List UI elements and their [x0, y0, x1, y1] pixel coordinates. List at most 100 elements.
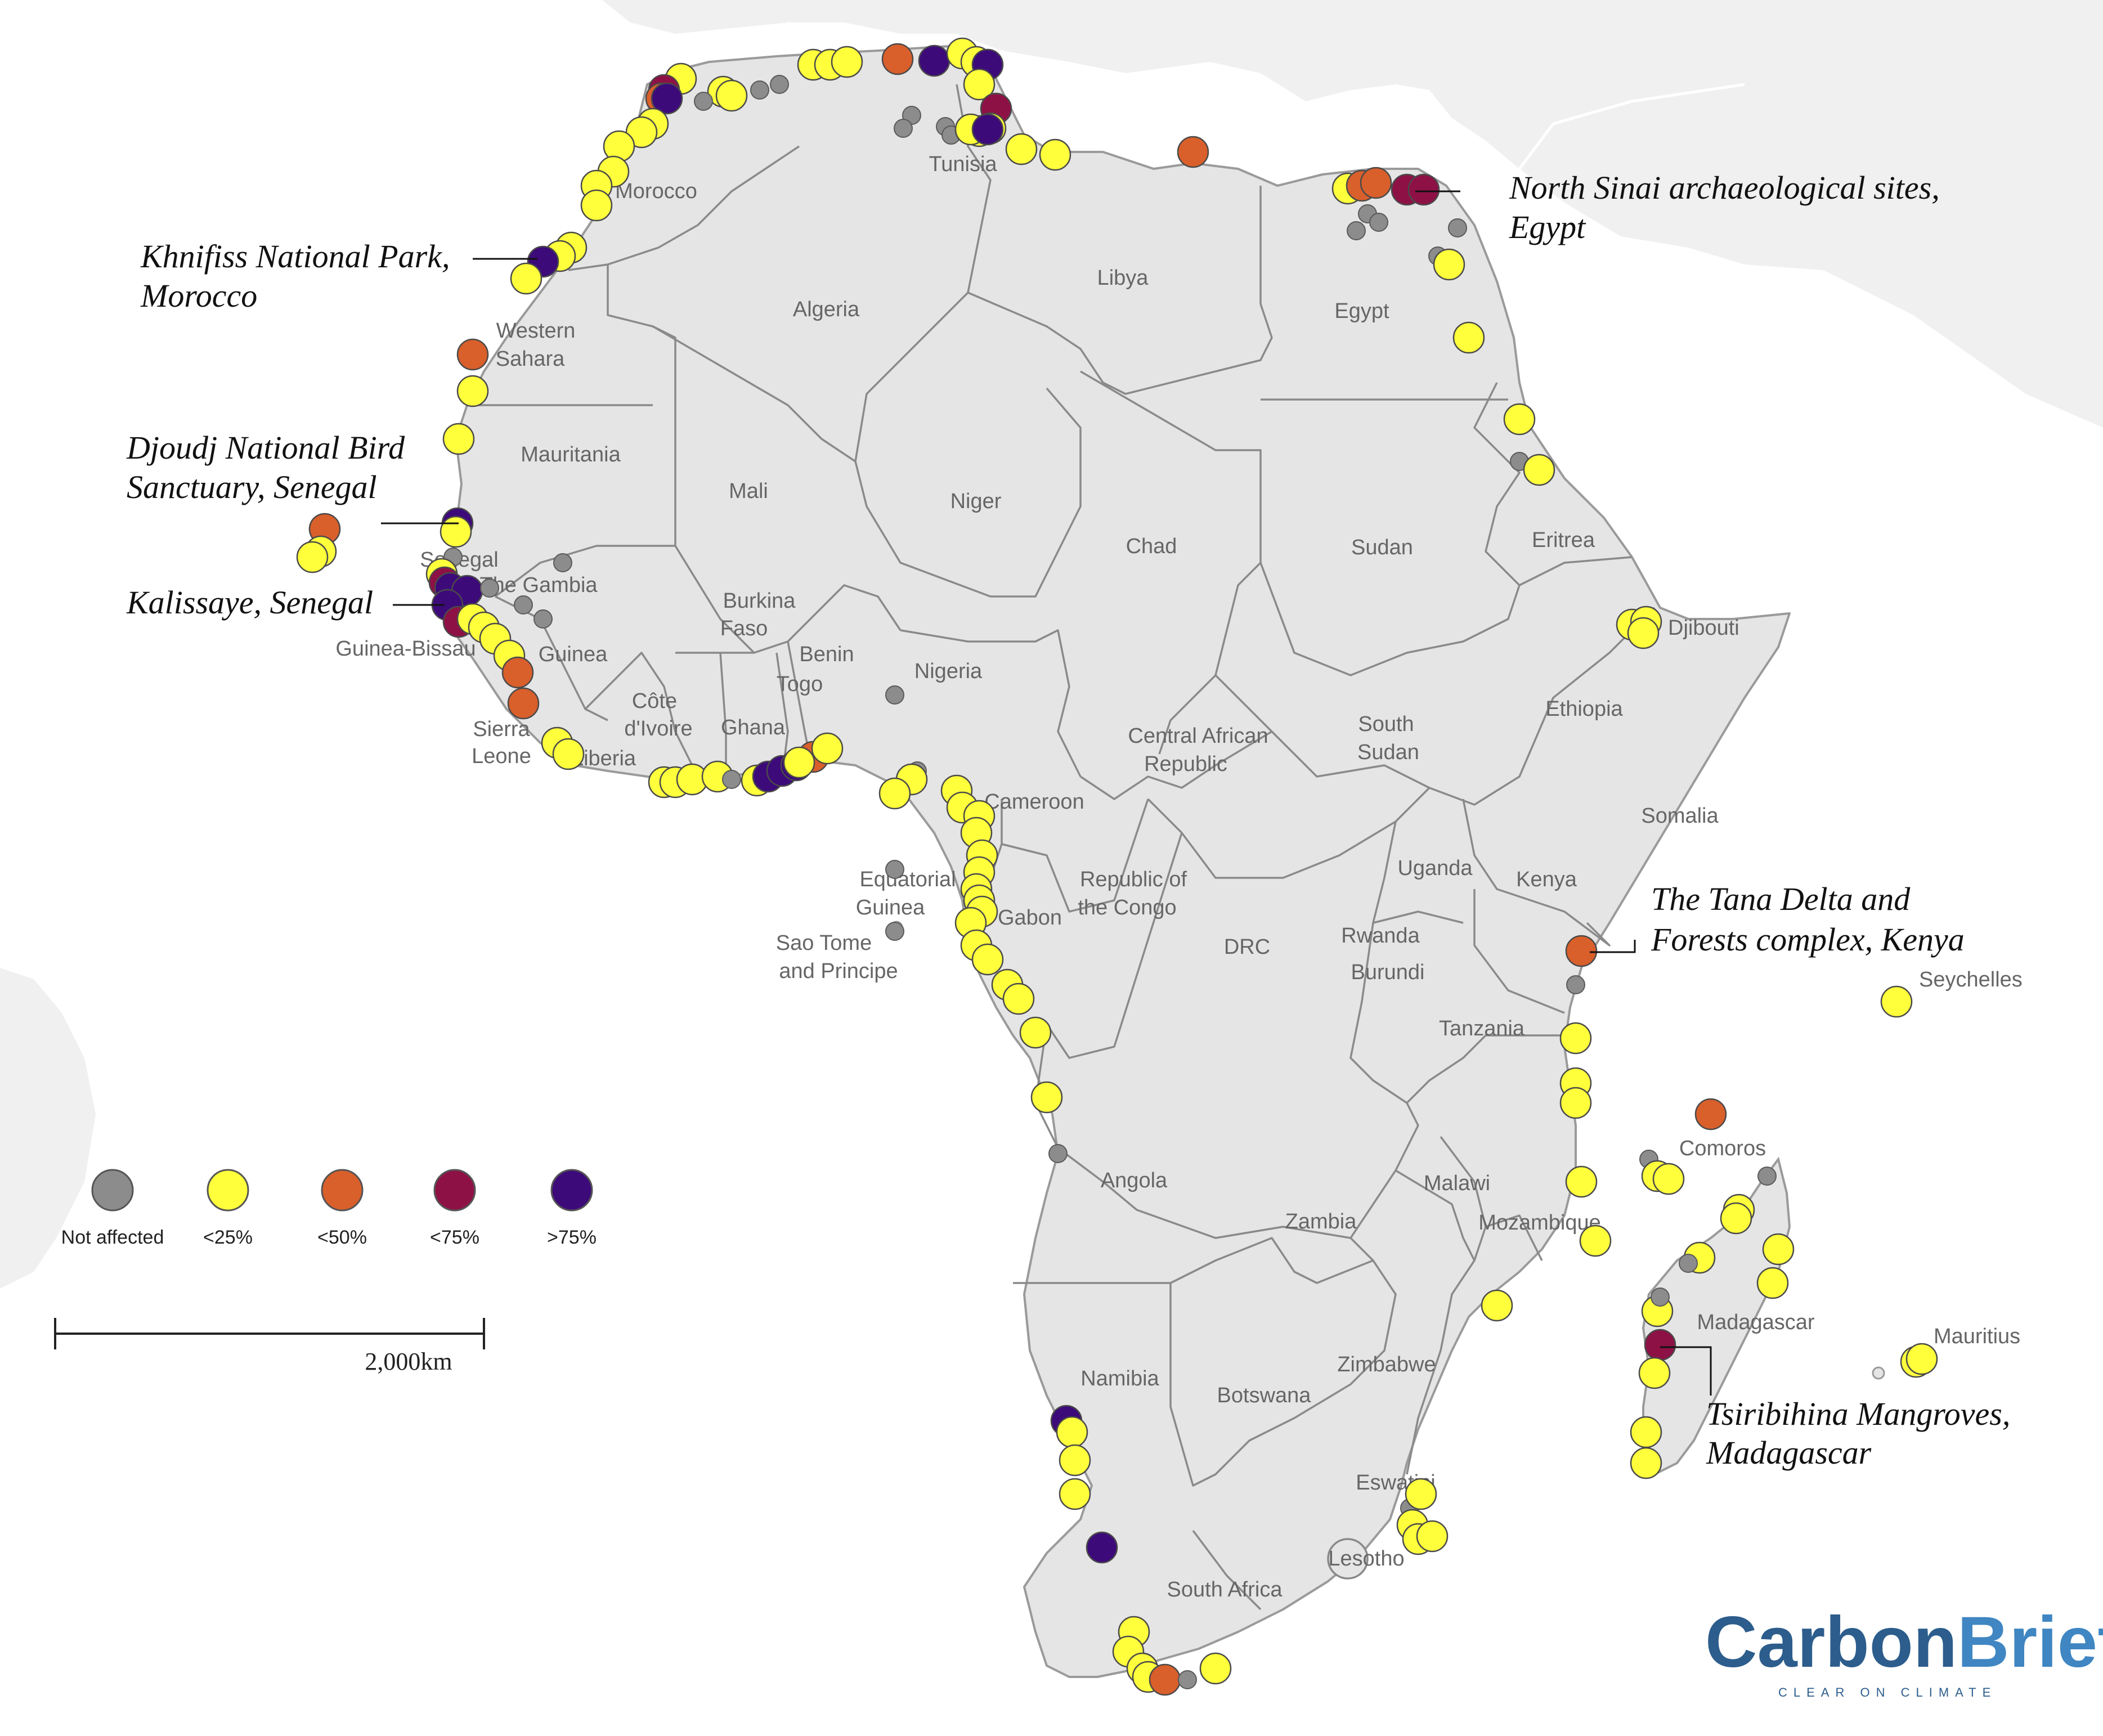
site-marker-lt50[interactable] — [1360, 167, 1392, 199]
site-marker-lt25[interactable] — [1720, 1202, 1752, 1235]
site-marker-lt25[interactable] — [715, 79, 748, 112]
scale-bar-label: 2,000km — [365, 1348, 452, 1375]
site-marker-lt25[interactable] — [1652, 1163, 1685, 1195]
site-marker-lt25[interactable] — [1039, 138, 1071, 171]
site-marker-lt25[interactable] — [963, 68, 996, 101]
site-marker-not-affected[interactable] — [480, 578, 499, 598]
site-marker-lt25[interactable] — [1452, 321, 1485, 354]
site-marker-lt25[interactable] — [1627, 617, 1660, 649]
label-togo: Togo — [777, 672, 823, 696]
callout-djoudj-1: Djoudj National Bird — [126, 429, 405, 466]
site-marker-lt25[interactable] — [1630, 1416, 1662, 1448]
site-marker-lt25[interactable] — [831, 46, 863, 78]
leader-tana — [1590, 940, 1636, 953]
site-marker-lt25[interactable] — [1638, 1357, 1671, 1389]
site-marker-not-affected[interactable] — [1048, 1144, 1068, 1163]
site-marker-lt50[interactable] — [507, 687, 540, 720]
site-marker-not-affected[interactable] — [770, 75, 789, 94]
site-marker-lt50[interactable] — [1565, 935, 1598, 967]
site-marker-lt25[interactable] — [580, 189, 613, 222]
site-marker-lt25[interactable] — [1433, 248, 1465, 281]
site-marker-lt25[interactable] — [811, 732, 844, 765]
site-marker-lt25[interactable] — [296, 541, 329, 573]
legend-label-lt50: <50% — [317, 1227, 367, 1248]
legend-label-lt25: <25% — [203, 1227, 253, 1248]
site-marker-lt25[interactable] — [1565, 1165, 1598, 1198]
label-namibia: Namibia — [1080, 1367, 1159, 1390]
site-marker-not-affected[interactable] — [1369, 213, 1388, 232]
site-marker-lt25[interactable] — [1523, 454, 1555, 486]
label-mauritania: Mauritania — [521, 443, 621, 466]
site-marker-not-affected[interactable] — [885, 860, 904, 879]
site-marker-lt75[interactable] — [1407, 173, 1440, 206]
site-marker-not-affected[interactable] — [750, 80, 769, 100]
callout-labels: Khnifiss National Park, Morocco Djoudj N… — [126, 169, 2010, 1471]
label-sao-tome-2: and Principe — [779, 959, 898, 983]
site-marker-not-affected[interactable] — [1679, 1254, 1698, 1273]
label-lesotho: Lesotho — [1328, 1547, 1404, 1571]
site-marker-not-affected[interactable] — [1651, 1288, 1670, 1307]
site-marker-not-affected[interactable] — [1566, 975, 1585, 994]
label-zimbabwe: Zimbabwe — [1337, 1353, 1436, 1376]
site-marker-not-affected[interactable] — [1347, 221, 1366, 240]
country-borders — [467, 84, 1656, 1611]
site-marker-lt50[interactable] — [1177, 136, 1209, 168]
site-marker-lt25[interactable] — [1416, 1520, 1449, 1553]
site-marker-gt75[interactable] — [1086, 1531, 1118, 1564]
site-marker-lt25[interactable] — [456, 375, 489, 407]
site-marker-not-affected[interactable] — [1448, 218, 1467, 237]
site-marker-lt25[interactable] — [510, 262, 542, 295]
site-marker-lt25[interactable] — [1199, 1652, 1232, 1685]
site-marker-lt25[interactable] — [1019, 1016, 1052, 1049]
site-marker-lt25[interactable] — [783, 746, 815, 779]
site-marker-lt25[interactable] — [1030, 1081, 1063, 1114]
site-marker-lt50[interactable] — [456, 338, 489, 371]
site-marker-lt25[interactable] — [1059, 1478, 1091, 1510]
site-marker-not-affected[interactable] — [885, 922, 904, 941]
site-marker-lt25[interactable] — [440, 515, 472, 548]
site-marker-not-affected[interactable] — [1178, 1670, 1197, 1689]
site-marker-lt50[interactable] — [881, 43, 914, 75]
label-cote-divoire-2: d'Ivoire — [624, 717, 692, 741]
site-marker-not-affected[interactable] — [1757, 1167, 1777, 1186]
site-marker-lt25[interactable] — [1630, 1447, 1662, 1479]
site-marker-lt25[interactable] — [552, 738, 585, 770]
site-marker-lt50[interactable] — [501, 656, 534, 689]
label-malawi: Malawi — [1424, 1172, 1490, 1195]
site-marker-lt25[interactable] — [1005, 133, 1038, 165]
site-marker-not-affected[interactable] — [514, 595, 533, 614]
site-marker-lt25[interactable] — [1559, 1087, 1592, 1119]
label-south-sudan-1: South — [1358, 712, 1414, 736]
site-marker-lt25[interactable] — [1059, 1444, 1091, 1477]
site-marker-not-affected[interactable] — [533, 609, 553, 629]
callout-kalissaye-1: Kalissaye, Senegal — [126, 584, 373, 621]
site-marker-lt25[interactable] — [1503, 403, 1536, 436]
site-marker-lt25[interactable] — [1056, 1416, 1088, 1448]
site-marker-not-affected[interactable] — [722, 770, 741, 789]
site-marker-lt25[interactable] — [1559, 1022, 1592, 1055]
label-sao-tome-1: Sao Tome — [776, 931, 872, 955]
label-western-sahara-2: Sahara — [496, 347, 565, 371]
site-marker-lt25[interactable] — [1880, 985, 1913, 1018]
site-marker-gt75[interactable] — [971, 113, 1004, 146]
site-marker-lt25[interactable] — [971, 943, 1004, 976]
site-marker-gt75[interactable] — [918, 44, 950, 77]
site-marker-not-affected[interactable] — [553, 553, 572, 572]
site-marker-lt25[interactable] — [442, 423, 475, 455]
site-marker-lt25[interactable] — [1481, 1289, 1513, 1322]
site-marker-gt75[interactable] — [651, 82, 683, 115]
site-marker-lt25[interactable] — [1762, 1233, 1795, 1266]
site-marker-lt25[interactable] — [1579, 1224, 1612, 1257]
site-marker-lt25[interactable] — [1405, 1478, 1437, 1510]
site-marker-not-affected[interactable] — [694, 92, 713, 111]
site-marker-not-affected[interactable] — [885, 685, 904, 705]
site-marker-lt25[interactable] — [1756, 1267, 1789, 1299]
site-marker-lt50[interactable] — [1149, 1663, 1181, 1696]
site-marker-lt50[interactable] — [1694, 1098, 1727, 1131]
site-marker-lt25[interactable] — [1002, 983, 1035, 1015]
site-marker-lt25[interactable] — [878, 777, 911, 810]
label-car-1: Central African — [1128, 724, 1268, 748]
site-marker-lt25[interactable] — [1905, 1343, 1938, 1375]
site-marker-lt75[interactable] — [1644, 1329, 1676, 1361]
site-marker-not-affected[interactable] — [894, 119, 913, 138]
